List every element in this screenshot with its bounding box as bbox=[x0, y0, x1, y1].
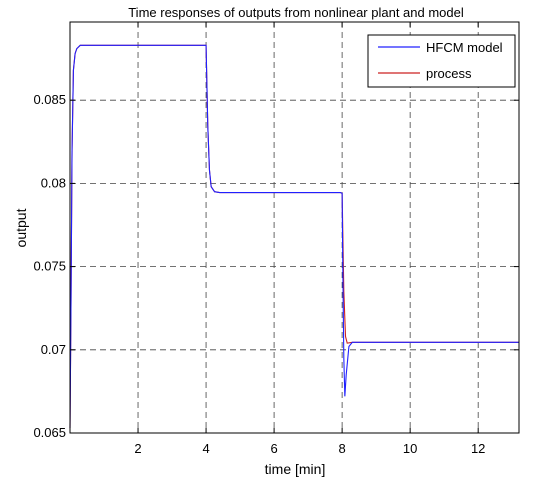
series-line-hfcm-model bbox=[69, 44, 519, 429]
chart-title: Time responses of outputs from nonlinear… bbox=[128, 5, 464, 20]
x-tick-label: 4 bbox=[202, 441, 209, 456]
y-axis-label: output bbox=[13, 208, 29, 247]
ticks: 2 4 6 8 10 12 0.065 0.07 0.075 0.08 0.085 bbox=[33, 22, 519, 456]
legend-label-hfcm-model: HFCM model bbox=[426, 40, 503, 55]
x-tick-label: 12 bbox=[471, 441, 485, 456]
y-tick-label: 0.08 bbox=[41, 175, 66, 190]
series-line-process bbox=[69, 44, 519, 429]
legend: HFCM model process bbox=[367, 34, 516, 88]
series-layer bbox=[69, 44, 519, 429]
y-tick-label: 0.085 bbox=[33, 92, 66, 107]
x-tick-label: 6 bbox=[270, 441, 277, 456]
x-axis-label: time [min] bbox=[265, 461, 326, 477]
legend-box bbox=[367, 34, 516, 88]
plot-area-frame bbox=[69, 21, 520, 434]
y-tick-label: 0.07 bbox=[41, 342, 66, 357]
y-tick-label: 0.075 bbox=[33, 259, 66, 274]
x-tick-label: 10 bbox=[403, 441, 417, 456]
x-tick-label: 8 bbox=[339, 441, 346, 456]
x-tick-label: 2 bbox=[134, 441, 141, 456]
legend-label-process: process bbox=[426, 66, 472, 81]
y-tick-label: 0.065 bbox=[33, 425, 66, 440]
